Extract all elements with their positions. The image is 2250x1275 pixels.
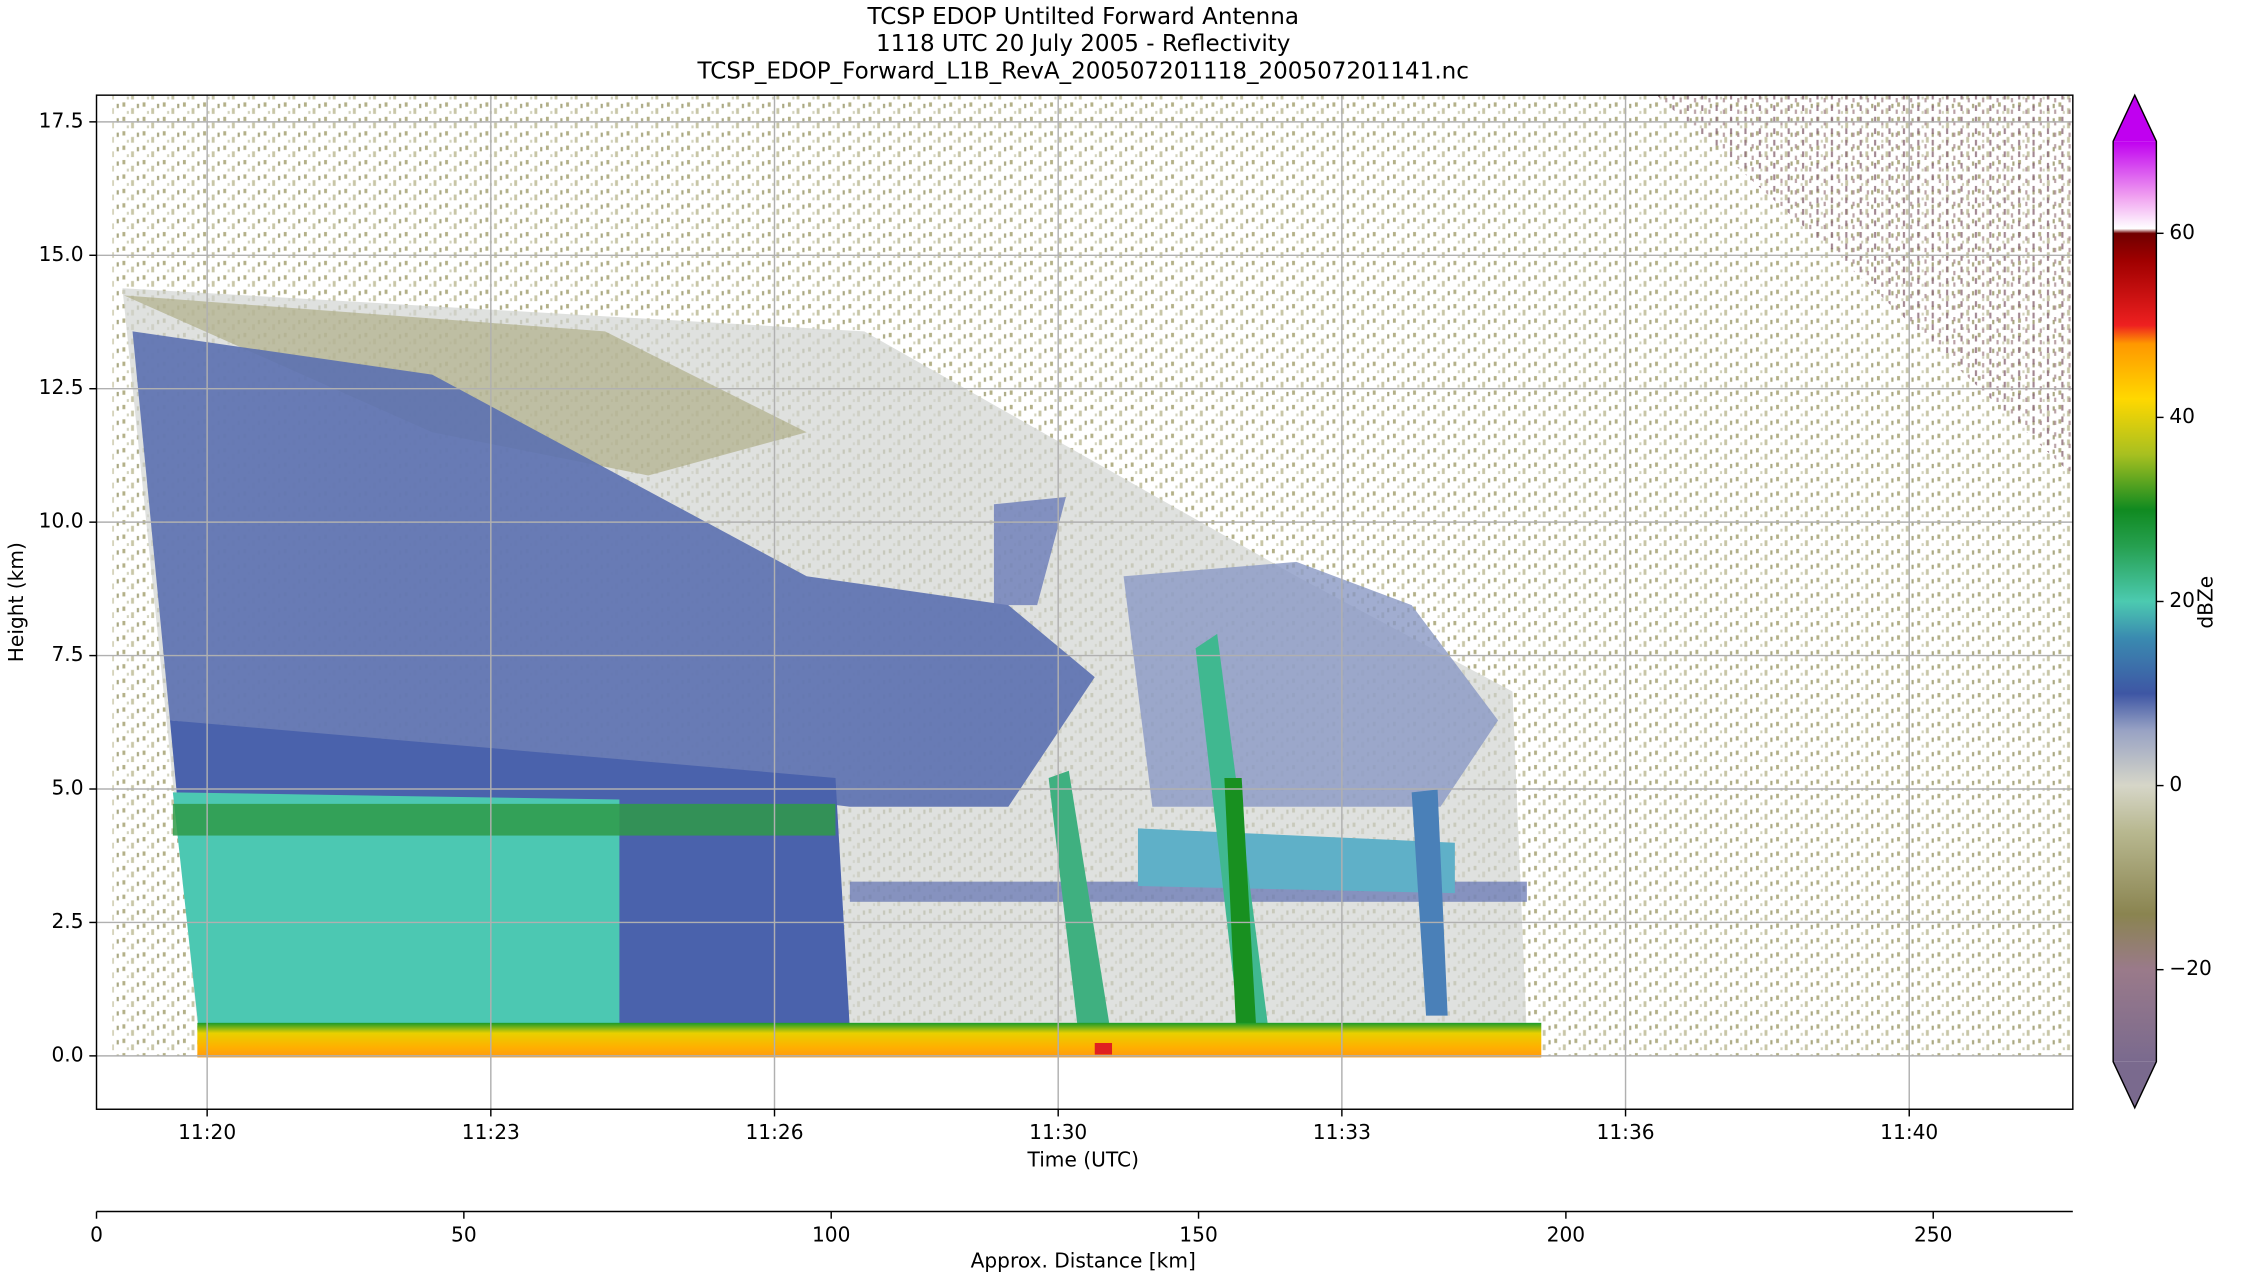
x-tick-label: 11:23: [462, 1120, 520, 1144]
y-tick-label: 5.0: [51, 776, 83, 800]
x2-tick-label: 50: [451, 1223, 477, 1247]
bright-band: [172, 803, 836, 836]
x2-tick-label: 100: [812, 1223, 850, 1247]
colorbar-tick-label: 0: [2169, 772, 2182, 796]
noise-speckle-upper: [1656, 95, 2073, 476]
y-tick-label: 7.5: [51, 642, 83, 666]
grid-layer: [96, 95, 2073, 1110]
x-tick-label: 11:26: [745, 1120, 803, 1144]
chart-title: TCSP EDOP Untilted Forward Antenna: [866, 4, 1298, 30]
x2-tick-label: 150: [1179, 1223, 1217, 1247]
colorbar-frame: [2112, 93, 2158, 1110]
y-tick-label: 15.0: [39, 242, 84, 266]
plot-frame: [95, 94, 2074, 1110]
x-tick-label: 11:20: [178, 1120, 236, 1144]
colorbar-extend-max: [2113, 95, 2157, 142]
anvil-cloud: [132, 331, 1095, 807]
x2-tick-label: 0: [90, 1223, 103, 1247]
surface-peak: [1094, 1042, 1113, 1055]
convective-cell: [1411, 789, 1448, 1016]
teal-layer: [172, 792, 620, 1031]
y-tick-label: 2.5: [51, 909, 83, 933]
olive-band: [123, 295, 807, 476]
colorbar-tick-label: 20: [2169, 588, 2195, 612]
chart-subtitle: 1118 UTC 20 July 2005 - Reflectivity: [876, 31, 1290, 57]
surface-echo: [197, 1022, 1542, 1058]
convective-cell: [1048, 770, 1110, 1026]
x2-tick-label: 250: [1914, 1223, 1952, 1247]
y-tick-label: 0.0: [51, 1042, 83, 1066]
y-axis-label: Height (km): [4, 542, 28, 662]
x-tick-label: 11:33: [1313, 1120, 1371, 1144]
colorbar: [2113, 141, 2157, 1062]
x-axis-label: Time (UTC): [1027, 1148, 1139, 1172]
colorbar-label: dBZe: [2193, 576, 2217, 629]
y-tick-label: 10.0: [39, 509, 84, 533]
reflectivity-field: [112, 95, 2073, 1058]
y-tick-label: 17.5: [39, 108, 84, 132]
colorbar-tick-label: −20: [2169, 956, 2212, 980]
x-tick-label: 11:30: [1029, 1120, 1087, 1144]
cloud-top: [993, 497, 1066, 606]
y-tick-label: 12.5: [39, 375, 84, 399]
x2-axis-label: Approx. Distance [km]: [971, 1248, 1196, 1272]
colorbar-extend-min: [2113, 1061, 2157, 1108]
x2-tick-label: 200: [1547, 1223, 1585, 1247]
convective-core: [1224, 777, 1257, 1026]
source-file: TCSP_EDOP_Forward_L1B_RevA_200507201118_…: [697, 59, 1469, 85]
colorbar-tick-label: 40: [2169, 404, 2195, 428]
colorbar-tick-label: 60: [2169, 220, 2195, 244]
layer-cells: [1137, 828, 1455, 894]
x-tick-label: 11:36: [1597, 1120, 1655, 1144]
x-tick-label: 11:40: [1880, 1120, 1938, 1144]
